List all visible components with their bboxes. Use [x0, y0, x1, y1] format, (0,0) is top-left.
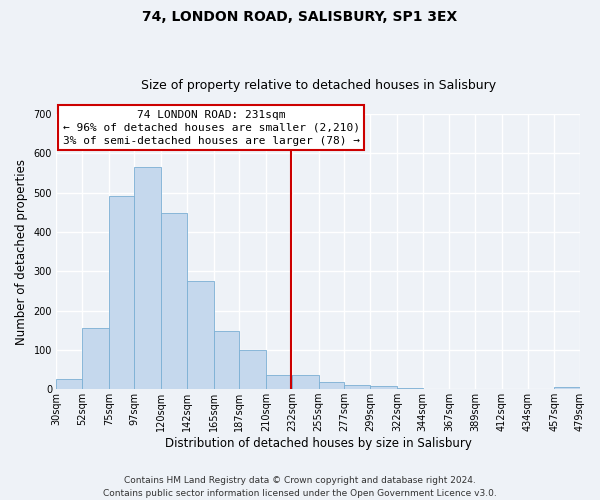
Bar [82, 328, 109, 389]
Bar [134, 167, 161, 389]
Bar [187, 281, 214, 389]
Bar [370, 386, 397, 389]
Bar [56, 380, 82, 389]
Bar [109, 196, 134, 389]
Title: Size of property relative to detached houses in Salisbury: Size of property relative to detached ho… [140, 79, 496, 92]
Y-axis label: Number of detached properties: Number of detached properties [15, 158, 28, 344]
Text: 74, LONDON ROAD, SALISBURY, SP1 3EX: 74, LONDON ROAD, SALISBURY, SP1 3EX [142, 10, 458, 24]
Bar [239, 350, 266, 389]
Bar [161, 214, 187, 389]
Bar [397, 388, 422, 389]
Bar [292, 376, 319, 389]
Bar [554, 387, 580, 389]
Bar [319, 382, 344, 389]
Text: Contains HM Land Registry data © Crown copyright and database right 2024.
Contai: Contains HM Land Registry data © Crown c… [103, 476, 497, 498]
Bar [214, 332, 239, 389]
X-axis label: Distribution of detached houses by size in Salisbury: Distribution of detached houses by size … [164, 437, 472, 450]
Bar [344, 385, 370, 389]
Bar [266, 374, 292, 389]
Text: 74 LONDON ROAD: 231sqm
← 96% of detached houses are smaller (2,210)
3% of semi-d: 74 LONDON ROAD: 231sqm ← 96% of detached… [63, 110, 360, 146]
